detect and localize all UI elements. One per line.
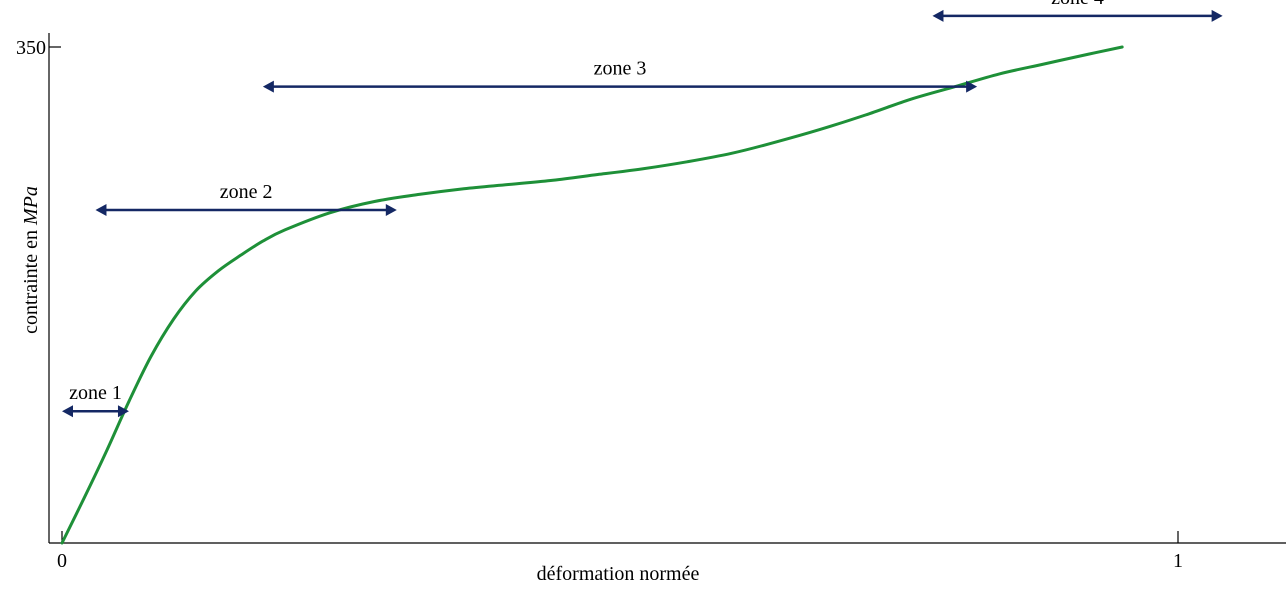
zone-label: zone 3: [594, 58, 647, 80]
zone-label: zone 1: [69, 382, 122, 404]
ticks: 0 1 350: [16, 37, 1183, 572]
zone-arrow-3: zone 3: [262, 58, 978, 93]
x-tick-label: 0: [57, 550, 67, 572]
arrow-right-icon: [385, 203, 397, 216]
y-axis-label-text: contrainte en: [20, 225, 42, 334]
arrow-left-icon: [62, 405, 73, 418]
y-axis-label: contrainte en MPa: [20, 186, 42, 334]
arrow-right-icon: [117, 405, 129, 418]
zone-arrow-2: zone 2: [95, 181, 397, 216]
x-axis-label: déformation normée: [537, 563, 700, 584]
zone-label: zone 2: [220, 181, 273, 203]
stress-strain-curve: [60, 45, 1124, 545]
arrow-left-icon: [262, 80, 274, 93]
x-tick-label: 1: [1173, 550, 1183, 572]
zone-arrow-4: zone 4: [932, 0, 1223, 22]
zone-annotations: zone 1 zone 2 zone 3 zone 4: [62, 0, 1223, 418]
y-tick-label: 350: [16, 37, 46, 59]
arrow-right-icon: [966, 80, 978, 93]
arrow-left-icon: [932, 9, 944, 22]
axes: [48, 33, 1286, 544]
y-axis-label-unit: MPa: [20, 186, 42, 226]
arrow-left-icon: [95, 203, 107, 216]
zone-label: zone 4: [1051, 0, 1104, 9]
arrow-right-icon: [1211, 9, 1223, 22]
zone-arrow-1: zone 1: [62, 382, 129, 418]
